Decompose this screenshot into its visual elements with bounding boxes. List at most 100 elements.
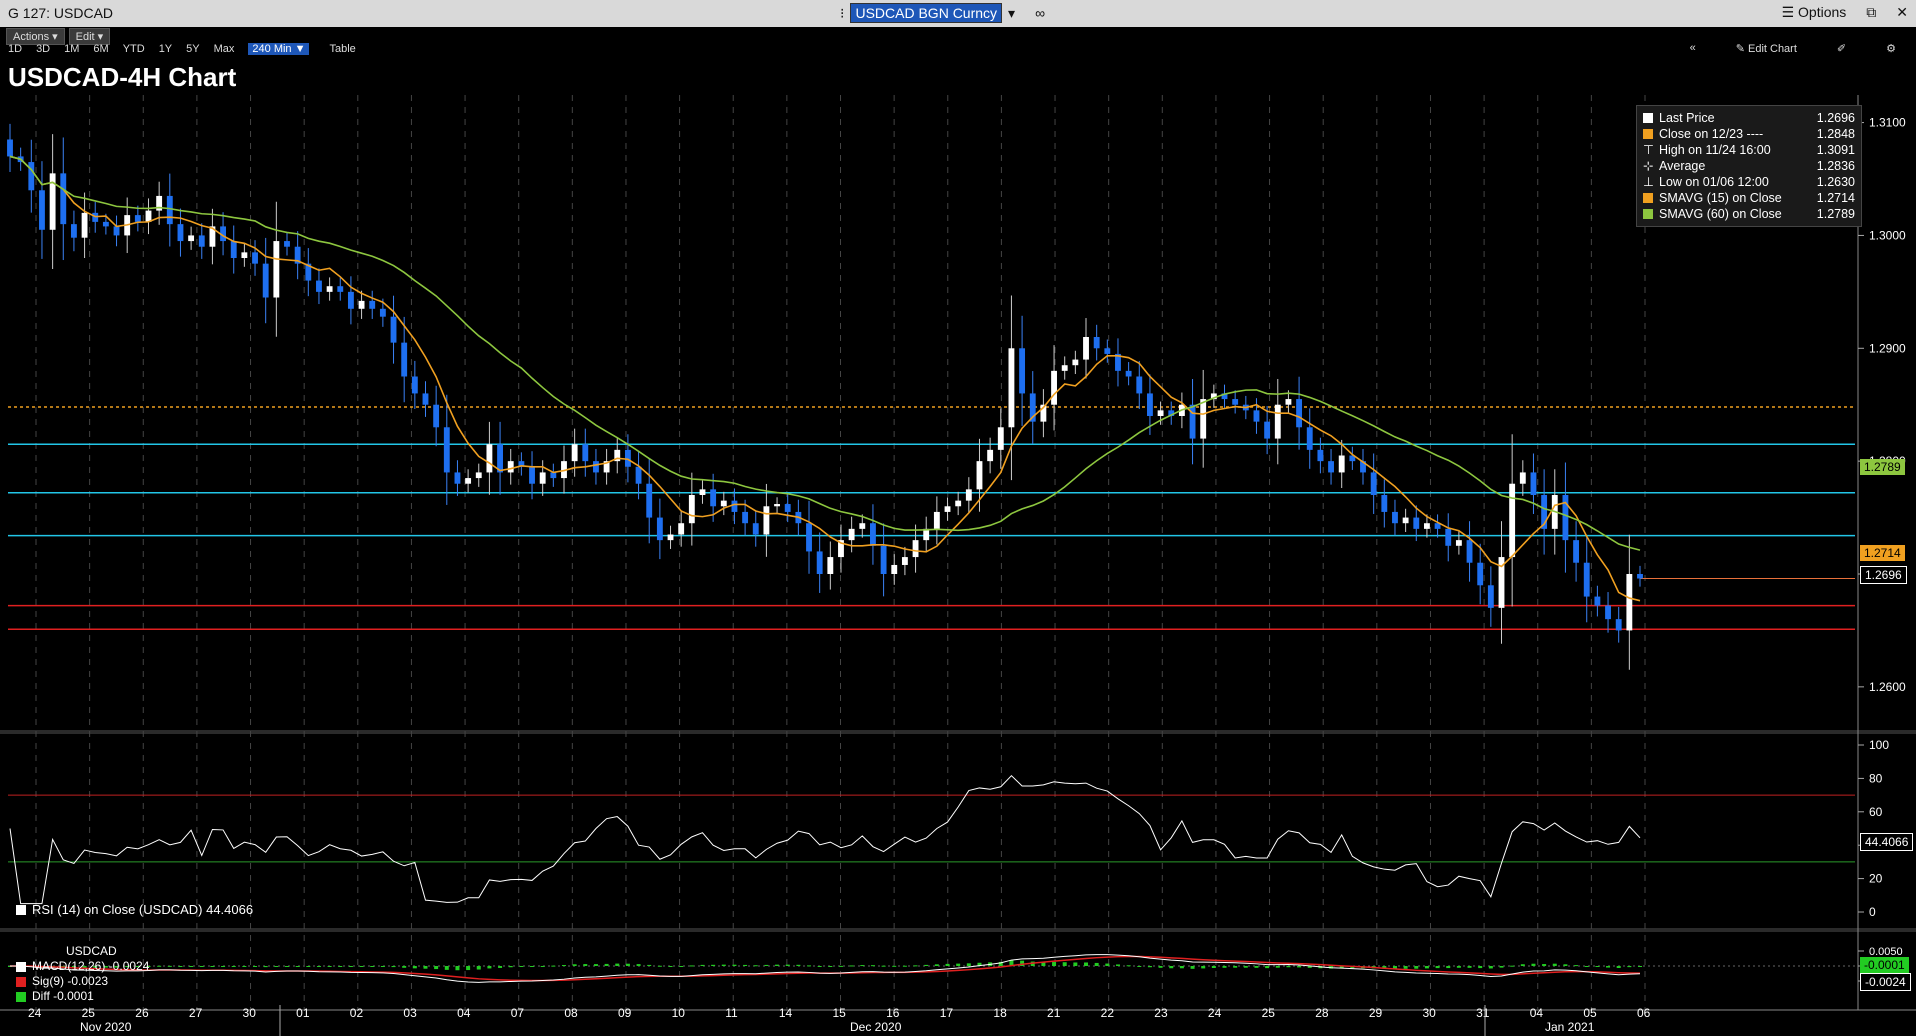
candle-body — [81, 212, 88, 238]
gear-icon[interactable]: ⚙ — [1886, 43, 1896, 55]
candle-body — [848, 528, 855, 541]
candle-body — [337, 286, 344, 292]
range-1y[interactable]: 1Y — [158, 43, 173, 55]
candle-body — [305, 263, 312, 281]
range-1d[interactable]: 1D — [8, 43, 23, 55]
candle-body — [1423, 523, 1430, 529]
range-max[interactable]: Max — [213, 43, 235, 55]
candle-body — [1221, 393, 1228, 400]
x-tick-label: 01 — [296, 1006, 310, 1020]
options-button[interactable]: ☰ Options — [1781, 4, 1847, 20]
interval-select[interactable]: 240 Min ▼ — [248, 43, 310, 55]
edit-chart-label: Edit Chart — [1747, 43, 1797, 55]
candle-body — [1530, 472, 1537, 495]
table-button[interactable]: Table — [329, 43, 356, 55]
close-icon[interactable]: ✕ — [1896, 4, 1908, 20]
candle-body — [539, 472, 546, 484]
candle-body — [507, 461, 514, 473]
candle-body — [561, 461, 567, 479]
macd-diff-bar — [359, 966, 364, 967]
macd-diff-bar — [71, 966, 76, 969]
candle-body — [39, 190, 45, 230]
range-5y[interactable]: 5Y — [186, 43, 200, 55]
y-tick-label: 1.3000 — [1869, 228, 1906, 242]
range-6m[interactable]: 6M — [93, 43, 109, 55]
candle-body — [1083, 337, 1089, 360]
x-tick-label: 31 — [1476, 1006, 1490, 1020]
candle-body — [880, 545, 887, 574]
x-tick-label: 26 — [135, 1006, 149, 1020]
candle-body — [1381, 495, 1388, 512]
candle-body — [358, 300, 365, 309]
macd-diff-bar — [1403, 966, 1408, 969]
macd-diff-bar — [711, 964, 716, 966]
actions-menu[interactable]: Actions ▾ — [6, 28, 65, 45]
candle-body — [1200, 399, 1207, 439]
candle-body — [624, 449, 631, 467]
candle-body — [1157, 410, 1164, 416]
macd-diff-bar — [1638, 966, 1642, 967]
candle-body — [28, 162, 35, 191]
x-tick-label: 06 — [1637, 1006, 1651, 1020]
x-tick-label: 29 — [1369, 1006, 1383, 1020]
candle-body — [571, 444, 578, 462]
range-1m[interactable]: 1M — [64, 43, 80, 55]
candle-body — [369, 300, 376, 309]
security-field[interactable]: USDCAD BGN Curncy — [850, 3, 1003, 23]
candle-body — [1626, 574, 1633, 631]
macd-diff-bar — [1137, 966, 1142, 967]
candle-body — [198, 235, 205, 247]
diff-swatch — [16, 991, 26, 1002]
pencil-icon[interactable]: ✐ — [1836, 43, 1847, 55]
collapse-icon[interactable]: « — [1689, 42, 1696, 54]
candle-body — [411, 376, 418, 394]
macd-diff-bar — [167, 965, 172, 967]
macd-diff-bar — [327, 966, 332, 967]
x-tick-label: 30 — [243, 1006, 257, 1020]
candle-body — [443, 427, 450, 473]
legend: Last Price 1.2696 Close on 12/23 ---- 1.28… — [1636, 105, 1862, 227]
candle-body — [518, 461, 525, 467]
candle-body — [102, 221, 109, 227]
macd-diff-bar — [189, 966, 194, 967]
edit-chart-button[interactable]: ✎ Edit Chart — [1735, 43, 1797, 55]
macd-diff-bar — [1520, 964, 1525, 966]
sma15-line — [9, 155, 1641, 602]
candle-body — [944, 506, 951, 512]
candle-body — [635, 466, 642, 484]
range-3d[interactable]: 3D — [36, 43, 51, 55]
link-icon[interactable]: ∞ — [1035, 5, 1046, 21]
rsi-tag: 44.4066 — [1860, 833, 1914, 851]
candle-body — [987, 449, 994, 462]
macd-diff-bar — [221, 966, 226, 967]
x-tick-label: 04 — [457, 1006, 471, 1020]
macd-diff-bar — [1254, 966, 1259, 968]
candle-body — [1637, 574, 1643, 579]
macd-diff-bar — [242, 966, 247, 967]
macd-diff-bar — [817, 966, 822, 967]
macd-diff-bar — [1233, 966, 1238, 968]
x-tick-label: 18 — [993, 1006, 1007, 1020]
restore-icon[interactable]: ⧉ — [1866, 4, 1877, 20]
macd-diff-bar — [870, 965, 875, 967]
macd-diff-bar — [1073, 962, 1078, 966]
macd-diff-bar — [647, 964, 652, 966]
candle-body — [454, 472, 461, 484]
x-tick-label: 08 — [564, 1006, 578, 1020]
drag-handle-icon: ⁝ — [840, 4, 845, 21]
low-icon: ⊥ — [1643, 175, 1654, 189]
range-ytd[interactable]: YTD — [122, 43, 145, 55]
macd-diff-bar — [689, 965, 694, 967]
macd-diff-bar — [402, 966, 407, 968]
chevron-down-icon[interactable]: ▾ — [1008, 4, 1016, 21]
window-title: G 127: USDCAD — [8, 5, 114, 21]
security-selector[interactable]: ⁝ USDCAD BGN Curncy ▾ ∞ — [840, 3, 1045, 23]
macd-diff-bar — [1488, 966, 1493, 969]
macd-diff-bar — [391, 966, 396, 968]
edit-menu[interactable]: Edit ▾ — [68, 28, 111, 45]
candle-body — [603, 461, 610, 473]
macd-diff-bar — [593, 964, 598, 966]
macd-diff-bar — [1179, 966, 1184, 969]
panel-divider — [0, 928, 1916, 932]
macd-diff-bar — [775, 964, 780, 966]
